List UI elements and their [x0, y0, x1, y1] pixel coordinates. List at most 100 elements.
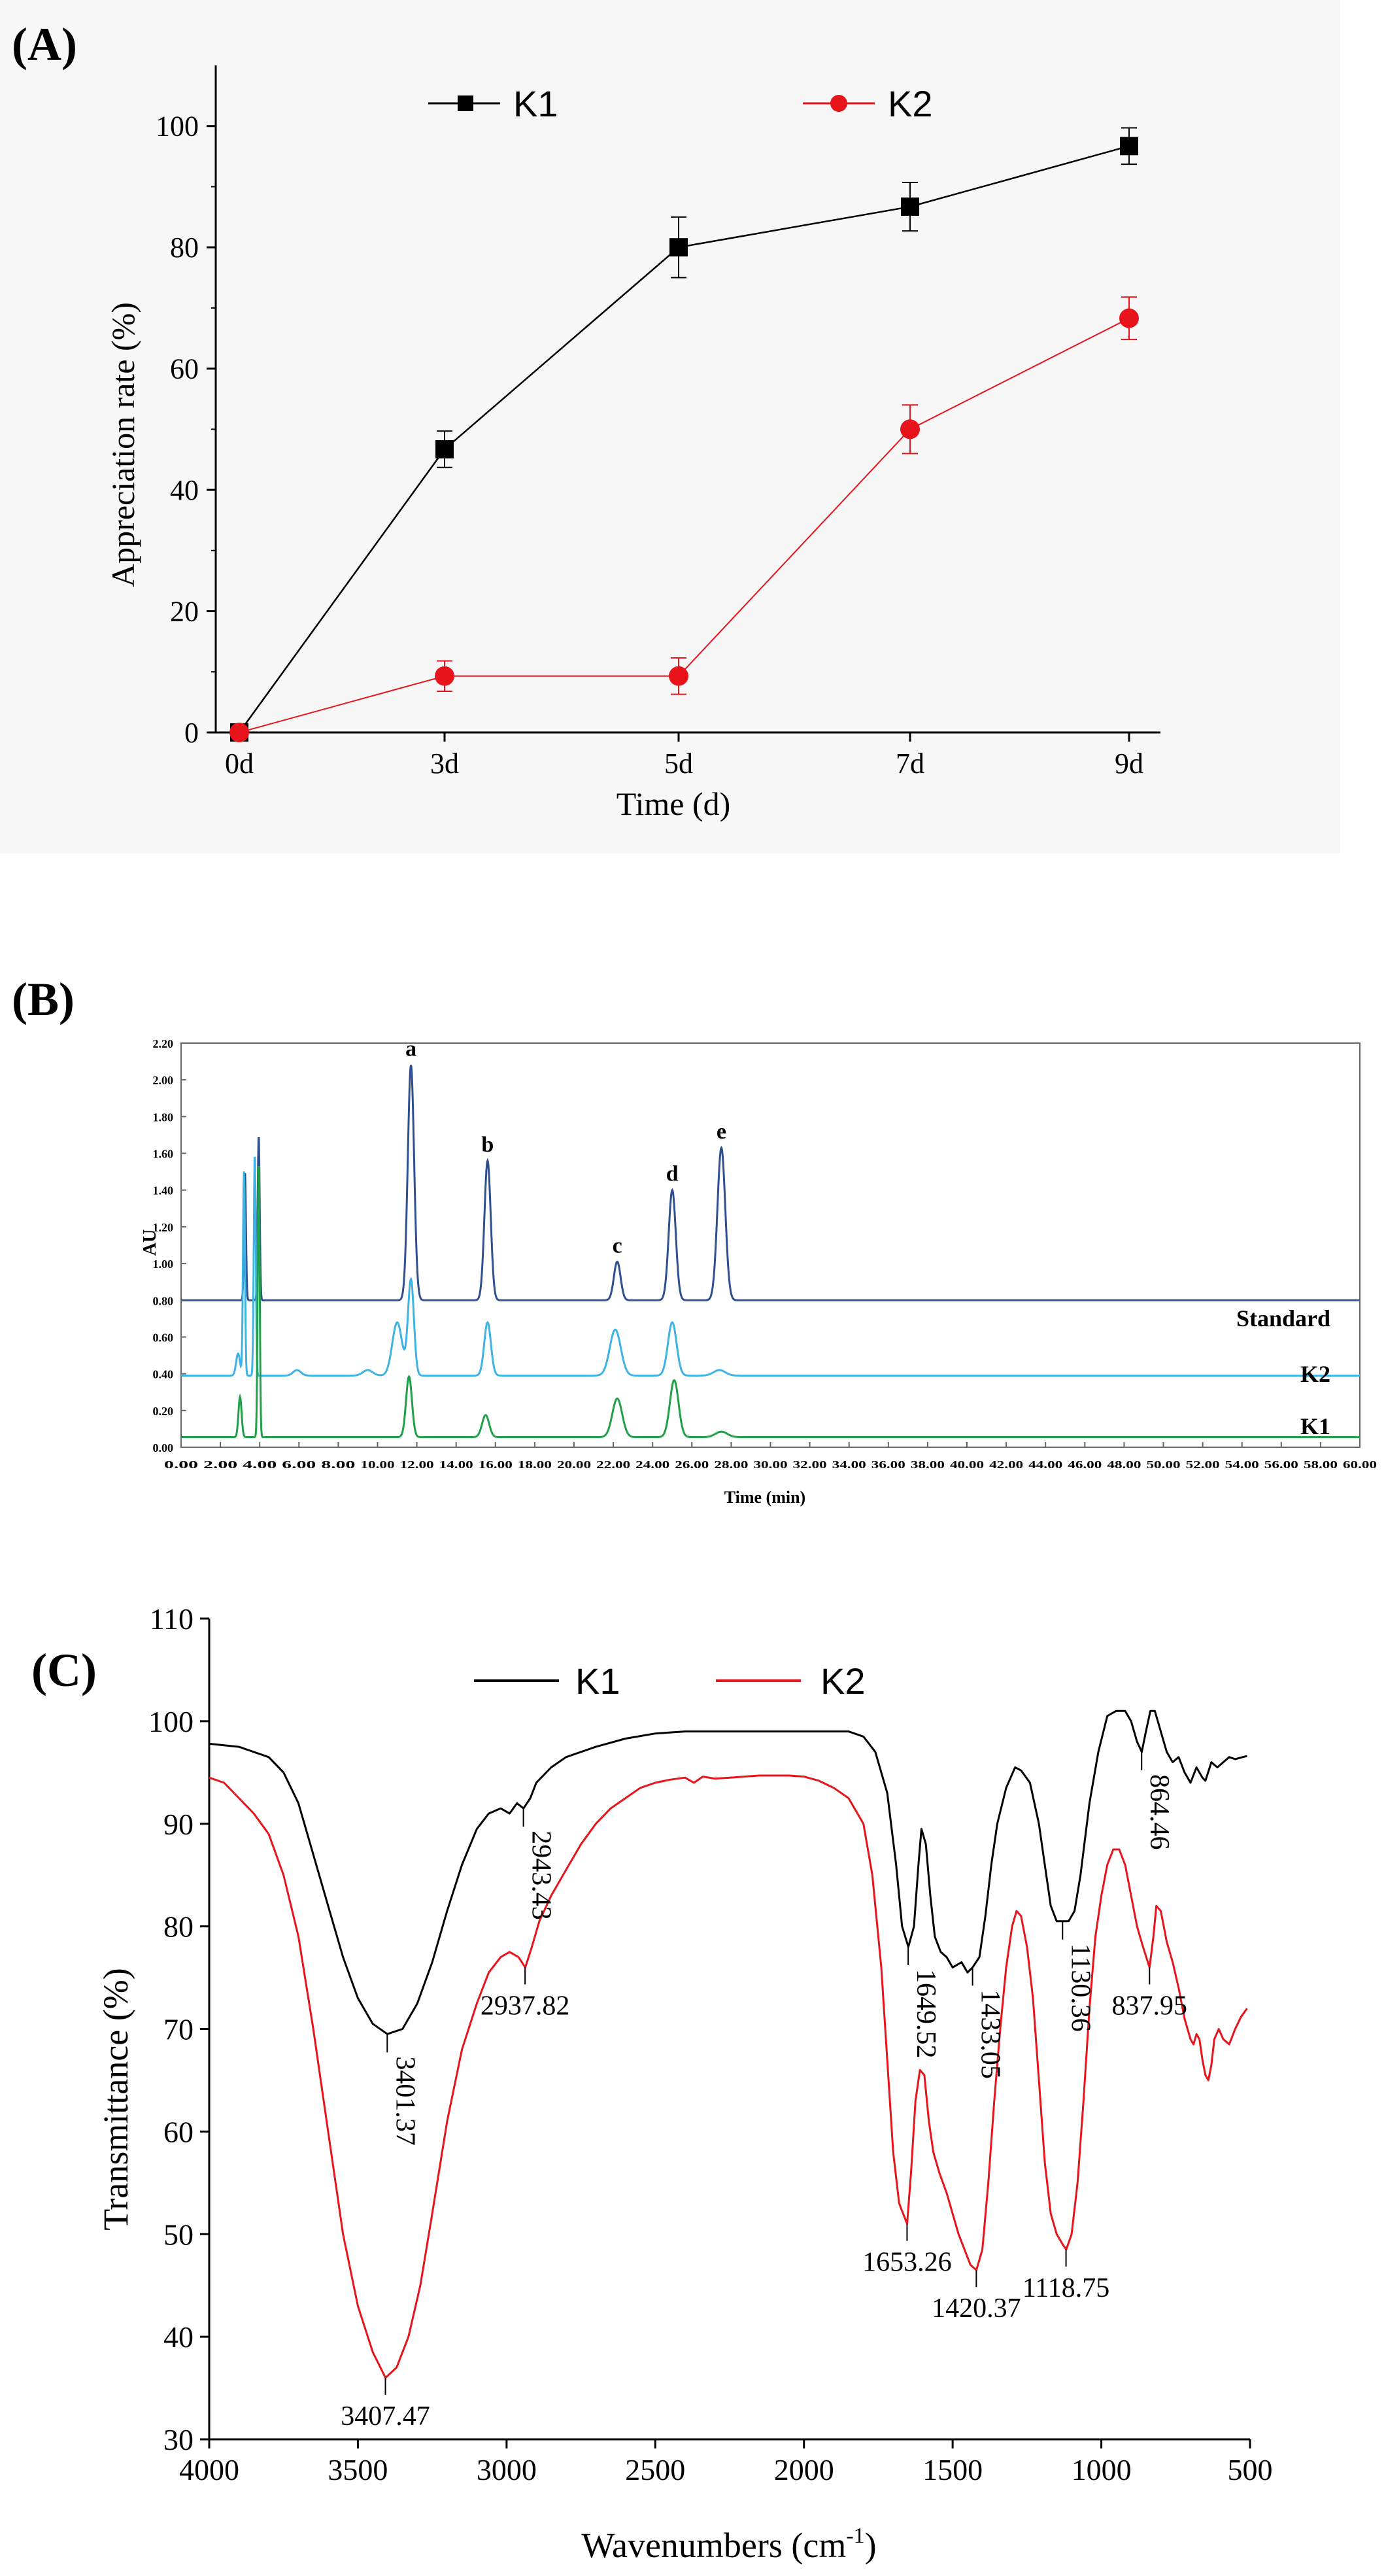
a-y-tick-label: 60: [170, 353, 199, 385]
panel-a-background: [0, 0, 1340, 853]
b-x-tick-label: 32.00: [793, 1458, 827, 1471]
panel-c-series: [209, 1709, 1248, 2379]
b-y-tick-label: 1.20: [153, 1221, 174, 1234]
b-x-tick-label: 50.00: [1147, 1458, 1181, 1471]
c-peak-label-1653-26: 1653.26: [862, 2248, 952, 2278]
c-spectrum-k2: [209, 1774, 1248, 2379]
b-y-tick-label: 0.00: [153, 1441, 174, 1454]
a-x-tick-label: 0d: [225, 747, 254, 780]
panel-a-legend: K1 K2: [428, 83, 933, 124]
b-x-tick-label: 26.00: [675, 1458, 709, 1471]
c-x-tick-label: 1000: [1072, 2453, 1132, 2486]
b-y-tick-label: 1.80: [153, 1110, 174, 1124]
c-peak-label-3407-47: 3407.47: [341, 2401, 430, 2431]
b-y-tick-label: 2.20: [153, 1037, 174, 1050]
panel-c-legend: K1 K2: [474, 1660, 866, 1702]
b-x-tick-label: 4.00: [243, 1458, 277, 1471]
b-y-tick-label: 0.60: [153, 1331, 174, 1344]
panel-c-label: (C): [31, 1644, 97, 1696]
a-y-tick-label: 100: [156, 111, 199, 143]
b-peak-label-b: b: [481, 1133, 494, 1157]
b-y-tick-label: 0.80: [153, 1294, 174, 1307]
c-x-tick-label: 1500: [922, 2453, 983, 2486]
b-y-tick-label: 0.20: [153, 1405, 174, 1418]
c-peak-label-837-95: 837.95: [1112, 1991, 1188, 2021]
c-peak-label-1420-37: 1420.37: [932, 2293, 1021, 2324]
b-x-tick-label: 44.00: [1028, 1458, 1062, 1471]
b-x-tick-label: 52.00: [1186, 1458, 1220, 1471]
c-y-tick-label: 110: [150, 1602, 194, 1636]
b-x-tick-label: 12.00: [400, 1458, 434, 1471]
b-y-tick-label: 1.40: [153, 1184, 174, 1197]
panel-a-axes: 0 20 40 60 80 100 0d 3d 5d 7d 9d: [156, 65, 1160, 780]
panel-c: (C) 30 40 50 60 70 80 90 100 110 4000 3500 3000 2500…: [31, 1602, 1273, 2565]
a-point-k2: [900, 419, 920, 439]
c-x-tick-label: 2000: [774, 2453, 834, 2486]
panel-a-xlabel: Time (d): [617, 785, 731, 822]
b-x-tick-label: 18.00: [518, 1458, 552, 1471]
b-y-tick-label: 2.00: [153, 1074, 174, 1087]
a-point-k2: [669, 666, 688, 686]
a-y-tick-label: 80: [170, 232, 199, 264]
panel-b-label: (B): [12, 973, 75, 1025]
legend-k2-marker: [830, 95, 847, 112]
b-y-tick-label: 1.00: [153, 1258, 174, 1271]
b-peak-label-c: c: [613, 1233, 622, 1258]
c-x-tick-label: 3500: [328, 2453, 388, 2486]
c-y-tick-label: 40: [163, 2320, 194, 2354]
a-x-tick-label: 5d: [664, 747, 693, 780]
b-x-tick-label: 46.00: [1068, 1458, 1102, 1471]
a-y-tick-label: 20: [170, 596, 199, 628]
b-x-tick-label: 40.00: [950, 1458, 984, 1471]
a-x-tick-label: 9d: [1115, 747, 1143, 780]
trace-label-k2: K2: [1300, 1361, 1330, 1387]
panel-a-ylabel: Appreciation rate (%): [105, 302, 141, 587]
b-x-tick-label: 34.00: [832, 1458, 866, 1471]
c-y-tick-label: 60: [163, 2115, 194, 2148]
b-x-tick-label: 54.00: [1225, 1458, 1259, 1471]
a-x-tick-label: 7d: [896, 747, 924, 780]
trace-label-standard: Standard: [1236, 1305, 1330, 1331]
b-trace-k2: [181, 1156, 1360, 1377]
b-x-tick-label: 2.00: [203, 1458, 237, 1471]
trace-label-k1: K1: [1300, 1413, 1330, 1439]
panel-c-xlabel: Wavenumbers (cm-1): [581, 2524, 876, 2565]
b-x-tick-label: 48.00: [1107, 1458, 1141, 1471]
c-x-tick-label: 3000: [477, 2453, 537, 2486]
panel-a: (A) 0 20 40 60 80 100 0d 3d 5d 7d 9d K1 K2 Time (d…: [0, 0, 1340, 853]
b-x-tick-label: 58.00: [1304, 1458, 1338, 1471]
panel-b: (B) 0.00 0.20 0.40 0.60 0.80 1.00 1.20 1.40 1.60…: [12, 973, 1377, 1507]
a-point-k1: [1120, 137, 1138, 156]
c-y-tick-label: 80: [163, 1910, 194, 1944]
c-x-tick-label: 500: [1228, 2453, 1273, 2486]
b-x-tick-label: 24.00: [635, 1458, 669, 1471]
panel-c-annotations: 3401.37 2943.43 1649.52 1433.05 1130.36 864.4…: [341, 1751, 1188, 2431]
panel-b-ylabel: AU: [140, 1229, 160, 1256]
a-point-k2: [229, 723, 249, 742]
c-peak-label-864-46: 864.46: [1144, 1774, 1174, 1850]
c-spectrum-k1: [209, 1709, 1247, 2035]
b-peak-label-d: d: [666, 1162, 679, 1186]
b-x-tick-label: 6.00: [282, 1458, 316, 1471]
b-trace-standard: [181, 1065, 1360, 1301]
c-x-tick-label: 4000: [179, 2453, 239, 2486]
c-x-tick-label: 2500: [625, 2453, 685, 2486]
b-x-tick-label: 8.00: [321, 1458, 355, 1471]
c-y-tick-label: 100: [148, 1705, 194, 1738]
b-y-tick-label: 0.40: [153, 1368, 174, 1381]
panel-a-label: (A): [12, 18, 77, 71]
b-x-tick-label: 20.00: [557, 1458, 591, 1471]
a-point-k2: [1119, 308, 1139, 328]
c-peak-label-1649-52: 1649.52: [911, 1969, 941, 2059]
c-peak-label-1130-36: 1130.36: [1065, 1944, 1095, 2032]
b-x-tick-label: 10.00: [361, 1458, 395, 1471]
b-x-tick-label: 30.00: [754, 1458, 788, 1471]
c-peak-label-1118-75: 1118.75: [1023, 2273, 1109, 2303]
a-point-k1: [435, 439, 454, 458]
b-trace-k1: [181, 1166, 1360, 1439]
panel-b-axes: 0.00 0.20 0.40 0.60 0.80 1.00 1.20 1.40 1.60 1.80…: [153, 1037, 1378, 1471]
a-x-tick-label: 3d: [430, 747, 459, 780]
a-point-k2: [435, 666, 454, 686]
panel-c-ylabel: Transmittance (%): [96, 1968, 135, 2230]
